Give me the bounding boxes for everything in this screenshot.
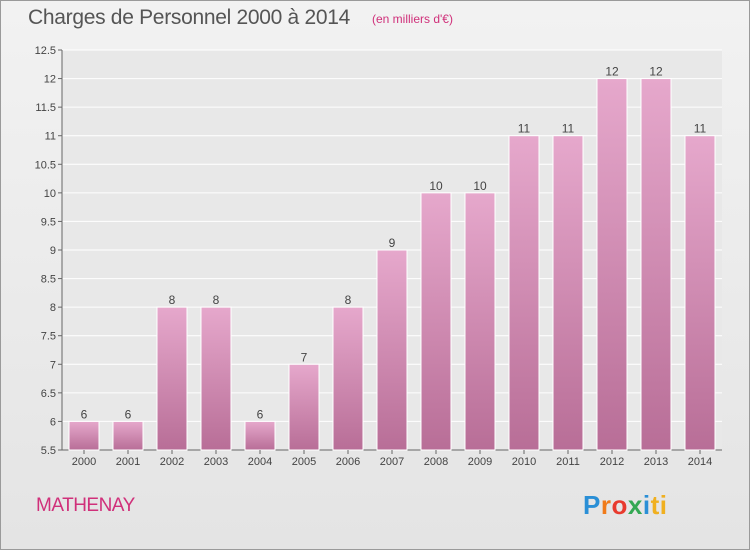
bar: [508, 135, 540, 451]
bar: [376, 249, 408, 451]
x-tick-label: 2013: [644, 456, 668, 468]
data-label: 8: [169, 293, 176, 307]
x-tick-label: 2003: [204, 456, 228, 468]
logo-letter: P: [583, 490, 601, 520]
data-label: 6: [125, 407, 132, 421]
chart-subtitle: (en milliers d'€): [372, 12, 453, 26]
y-tick-label: 7: [50, 359, 56, 371]
x-tick-label: 2002: [160, 456, 184, 468]
y-tick-label: 9.5: [41, 216, 56, 228]
data-label: 8: [213, 293, 220, 307]
logo-letter: x: [627, 490, 643, 520]
x-tick-label: 2006: [336, 456, 360, 468]
data-label: 10: [429, 179, 443, 193]
bar: [200, 306, 232, 451]
data-label: 12: [649, 65, 663, 79]
logo-letter: ti: [650, 490, 668, 520]
data-label: 6: [257, 407, 264, 421]
y-tick-label: 10: [44, 188, 56, 200]
data-label: 7: [301, 350, 308, 364]
bar: [112, 420, 144, 451]
x-tick-label: 2007: [380, 456, 404, 468]
y-tick-label: 11: [45, 131, 56, 143]
y-tick-label: 12.5: [35, 45, 56, 57]
bar: [156, 306, 188, 451]
y-tick-label: 8.5: [41, 274, 56, 286]
bar: [684, 135, 716, 451]
y-tick-label: 8: [50, 302, 56, 314]
y-tick-label: 6: [50, 416, 56, 428]
data-label: 6: [81, 407, 88, 421]
proxiti-logo: Proxiti: [583, 490, 667, 521]
bar: [244, 420, 276, 451]
x-tick-label: 2005: [292, 456, 316, 468]
bar: [552, 135, 584, 451]
x-tick-label: 2001: [116, 456, 140, 468]
x-tick-label: 2012: [600, 456, 624, 468]
x-tick-label: 2004: [248, 456, 272, 468]
logo-letter: r: [600, 490, 612, 520]
bar: [640, 78, 672, 451]
data-label: 11: [694, 122, 707, 136]
data-label: 11: [518, 122, 531, 136]
x-tick-label: 2010: [512, 456, 536, 468]
place-name: MATHENAY: [36, 495, 135, 516]
x-tick-label: 2008: [424, 456, 448, 468]
x-tick-label: 2014: [688, 456, 712, 468]
y-tick-label: 10.5: [35, 159, 56, 171]
data-label: 9: [389, 236, 396, 250]
y-tick-label: 7.5: [41, 331, 56, 343]
y-tick-label: 6.5: [41, 388, 56, 400]
bar: [464, 192, 496, 451]
data-label: 10: [473, 179, 487, 193]
x-tick-label: 2011: [556, 456, 580, 468]
bar: [596, 78, 628, 451]
y-tick-label: 11.5: [35, 102, 56, 114]
bar: [332, 306, 364, 451]
logo-letter: i: [642, 490, 651, 520]
x-tick-label: 2000: [72, 456, 96, 468]
bar: [68, 420, 100, 451]
data-label: 11: [562, 122, 575, 136]
bar: [420, 192, 452, 451]
y-tick-label: 5.5: [41, 445, 56, 457]
bar: [288, 363, 320, 451]
chart-title: Charges de Personnel 2000 à 2014: [28, 6, 350, 29]
x-tick-label: 2009: [468, 456, 492, 468]
logo-letter: o: [611, 490, 628, 520]
data-label: 8: [345, 293, 352, 307]
y-tick-label: 12: [44, 74, 56, 86]
data-label: 12: [605, 65, 619, 79]
y-tick-label: 9: [50, 245, 56, 257]
